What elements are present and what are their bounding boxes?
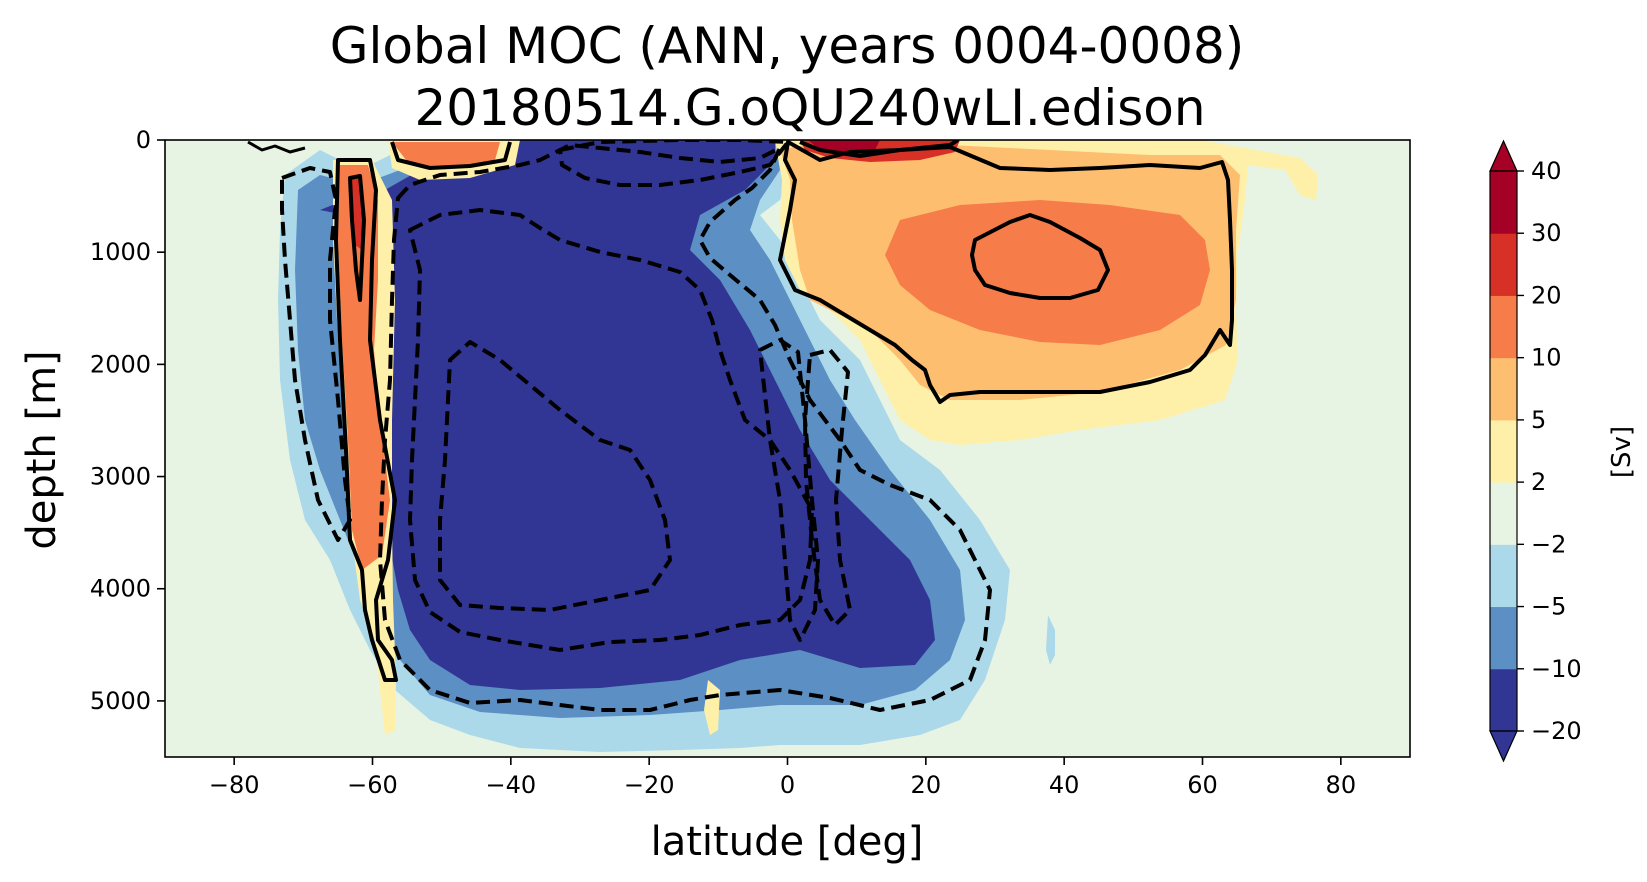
y-tick-label: 2000 — [90, 350, 151, 378]
x-tick-label: −20 — [624, 771, 675, 799]
colorbar-tick-label: −10 — [1531, 655, 1582, 683]
contour-solid-north-2 — [778, 140, 1234, 404]
colorbar-extend-min — [1489, 730, 1518, 763]
y-tick-label: 0 — [136, 126, 151, 154]
contour-dashed-lines — [280, 140, 992, 712]
colorbar-label: [Sv] — [1607, 426, 1637, 478]
colorbar-bin — [1490, 606, 1517, 670]
y-tick-label: 4000 — [90, 575, 151, 603]
contour-solid-surface-tropical — [799, 140, 960, 158]
region-neg-10-main — [320, 140, 935, 690]
contour-dashed-tropical-2 — [803, 348, 852, 627]
colorbar-bin — [1490, 482, 1517, 545]
colorbar-bin — [1490, 171, 1517, 234]
contour-dashed-outer-2 — [280, 166, 352, 542]
y-axis-label: depth [m] — [19, 350, 65, 549]
colorbar-tick-label: −5 — [1531, 593, 1566, 621]
colorbar-tick-label: 2 — [1531, 468, 1546, 496]
x-tick-label: 80 — [1326, 771, 1357, 799]
contour-solid-column-outer — [334, 158, 398, 682]
chart-title-line2: 20180514.G.oQU240wLI.edison — [414, 79, 1205, 137]
contour-solid-surface-south — [390, 141, 512, 170]
x-tick-label: 0 — [780, 771, 795, 799]
x-tick-label: 60 — [1187, 771, 1218, 799]
contour-dashed-upper — [558, 140, 790, 187]
y-axis: 0 1000 2000 3000 4000 5000 — [90, 126, 165, 715]
colorbar-bin — [1490, 295, 1517, 359]
x-tick-label: −60 — [347, 771, 398, 799]
x-tick-label: −40 — [486, 771, 537, 799]
colorbar-tick-label: 5 — [1531, 406, 1546, 434]
plot-area — [165, 140, 1410, 757]
x-tick-label: 40 — [1049, 771, 1080, 799]
colorbar-bin — [1490, 544, 1517, 608]
region-pos-column-10 — [338, 165, 390, 570]
contour-lines — [247, 140, 1234, 682]
colorbar-tick-label: 40 — [1531, 157, 1562, 185]
contour-solid-column-inner — [348, 174, 366, 302]
colorbar: −20 −10 −5 −2 2 5 10 20 30 40 — [1489, 139, 1582, 763]
x-tick-label: 20 — [911, 771, 942, 799]
contour-dashed-core — [438, 340, 672, 612]
contour-dashed-deep-2 — [378, 143, 992, 712]
colorbar-tick-label: −2 — [1531, 530, 1566, 558]
x-axis: −80 −60 −40 −20 0 20 40 60 80 — [209, 757, 1356, 799]
contour-dashed-tropical-1 — [758, 338, 820, 642]
chart-title-line1: Global MOC (ANN, years 0004-0008) — [330, 17, 1245, 75]
colorbar-frame — [1489, 170, 1518, 732]
colorbar-tick-label: 30 — [1531, 219, 1562, 247]
y-tick-label: 3000 — [90, 463, 151, 491]
colorbar-bin — [1490, 668, 1517, 732]
y-tick-label: 5000 — [90, 687, 151, 715]
colorbar-bin — [1490, 357, 1517, 421]
colorbar-extend-max — [1489, 139, 1518, 172]
region-pos-10-north — [885, 200, 1210, 345]
colorbar-tick-label: 10 — [1531, 344, 1562, 372]
region-pos-surface-south-10 — [392, 142, 500, 168]
colorbar-bin — [1490, 233, 1517, 296]
y-tick-label: 1000 — [90, 238, 151, 266]
x-axis-label: latitude [deg] — [651, 819, 924, 865]
colorbar-bin — [1490, 419, 1517, 483]
contour-solid-north-10 — [970, 213, 1110, 300]
contour-dashed-deep-10 — [408, 208, 814, 652]
x-tick-label: −80 — [209, 771, 260, 799]
contour-solid-surface-speckle — [247, 140, 306, 154]
colorbar-tick-label: −20 — [1531, 717, 1582, 745]
colorbar-tick-label: 20 — [1531, 281, 1562, 309]
region-neg-2-island — [1046, 615, 1055, 665]
